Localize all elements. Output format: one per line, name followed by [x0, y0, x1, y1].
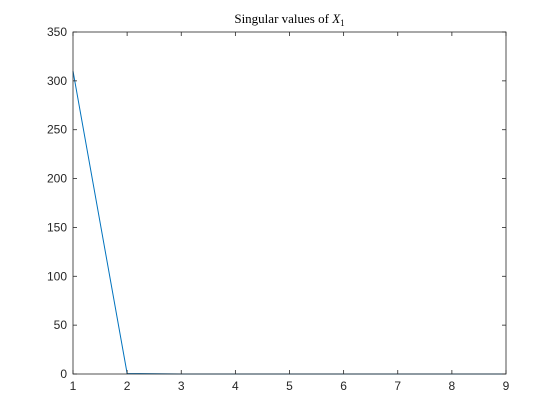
tick-layer: 1 2 3 4 5 6 7 8 9 0 50 100 150 200 250 300 350	[47, 25, 510, 393]
y-tick-label: 250	[47, 123, 67, 137]
y-tick-label: 100	[47, 269, 67, 283]
chart-title-variable: X	[331, 11, 341, 26]
x-tick-label: 9	[503, 379, 510, 393]
x-tick-label: 2	[124, 379, 131, 393]
y-tick-label: 350	[47, 25, 67, 39]
x-tick-label: 3	[178, 379, 185, 393]
chart-title: Singular values of X1	[234, 11, 344, 28]
y-tick-label: 200	[47, 172, 67, 186]
x-tick-label: 4	[232, 379, 239, 393]
y-tick-label: 50	[54, 318, 68, 332]
y-tick-label: 300	[47, 74, 67, 88]
x-tick-label: 5	[286, 379, 293, 393]
plot-area	[73, 32, 506, 374]
x-tick-label: 7	[394, 379, 401, 393]
x-tick-label: 8	[449, 379, 456, 393]
x-tick-label: 1	[70, 379, 77, 393]
chart-title-subscript: 1	[340, 18, 345, 28]
chart-title-prefix: Singular values of	[234, 11, 332, 26]
y-tick-label: 0	[60, 367, 67, 381]
x-tick-label: 6	[340, 379, 347, 393]
y-tick-label: 150	[47, 220, 67, 234]
